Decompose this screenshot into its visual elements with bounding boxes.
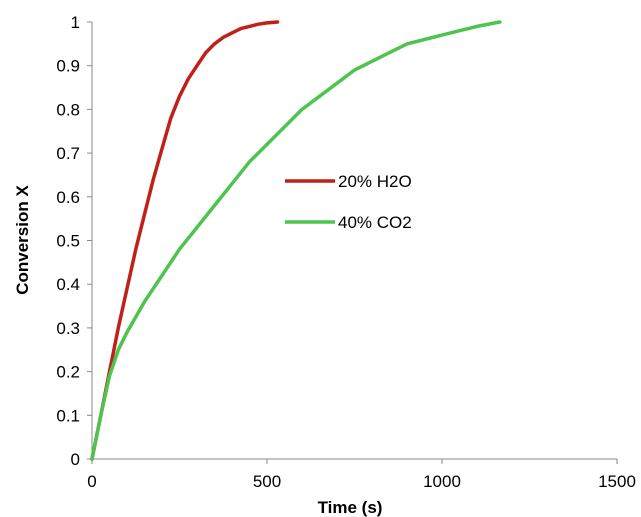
- x-tick-label: 500: [253, 472, 281, 491]
- y-tick-label: 0.1: [56, 406, 80, 425]
- y-tick-label: 1: [71, 13, 80, 32]
- y-tick-label: 0: [71, 450, 80, 469]
- y-tick-label: 0.5: [56, 232, 80, 251]
- y-tick-label: 0.3: [56, 319, 80, 338]
- series-line-2: [90, 20, 502, 461]
- x-axis-ticks: 0 500 1000 1500: [87, 459, 636, 491]
- legend-label-1: 20% H2O: [338, 172, 412, 191]
- y-tick-label: 0.9: [56, 57, 80, 76]
- legend-label-2: 40% CO2: [338, 213, 412, 232]
- series-line-1: [90, 20, 280, 461]
- y-tick-label: 0.2: [56, 363, 80, 382]
- legend: 20% H2O 40% CO2: [285, 172, 412, 232]
- x-axis-title: Time (s): [318, 498, 383, 517]
- y-tick-label: 0.8: [56, 100, 80, 119]
- x-tick-label: 0: [87, 472, 96, 491]
- y-axis-ticks: 0 0.1 0.2 0.3 0.4 0.5 0.6 0.7 0.8 0.9 1: [56, 13, 92, 469]
- x-tick-label: 1500: [598, 472, 636, 491]
- series-layer: [90, 20, 502, 461]
- y-tick-label: 0.4: [56, 275, 80, 294]
- y-tick-label: 0.6: [56, 188, 80, 207]
- x-tick-label: 1000: [423, 472, 461, 491]
- y-axis-title: Conversion X: [13, 185, 32, 295]
- y-tick-label: 0.7: [56, 144, 80, 163]
